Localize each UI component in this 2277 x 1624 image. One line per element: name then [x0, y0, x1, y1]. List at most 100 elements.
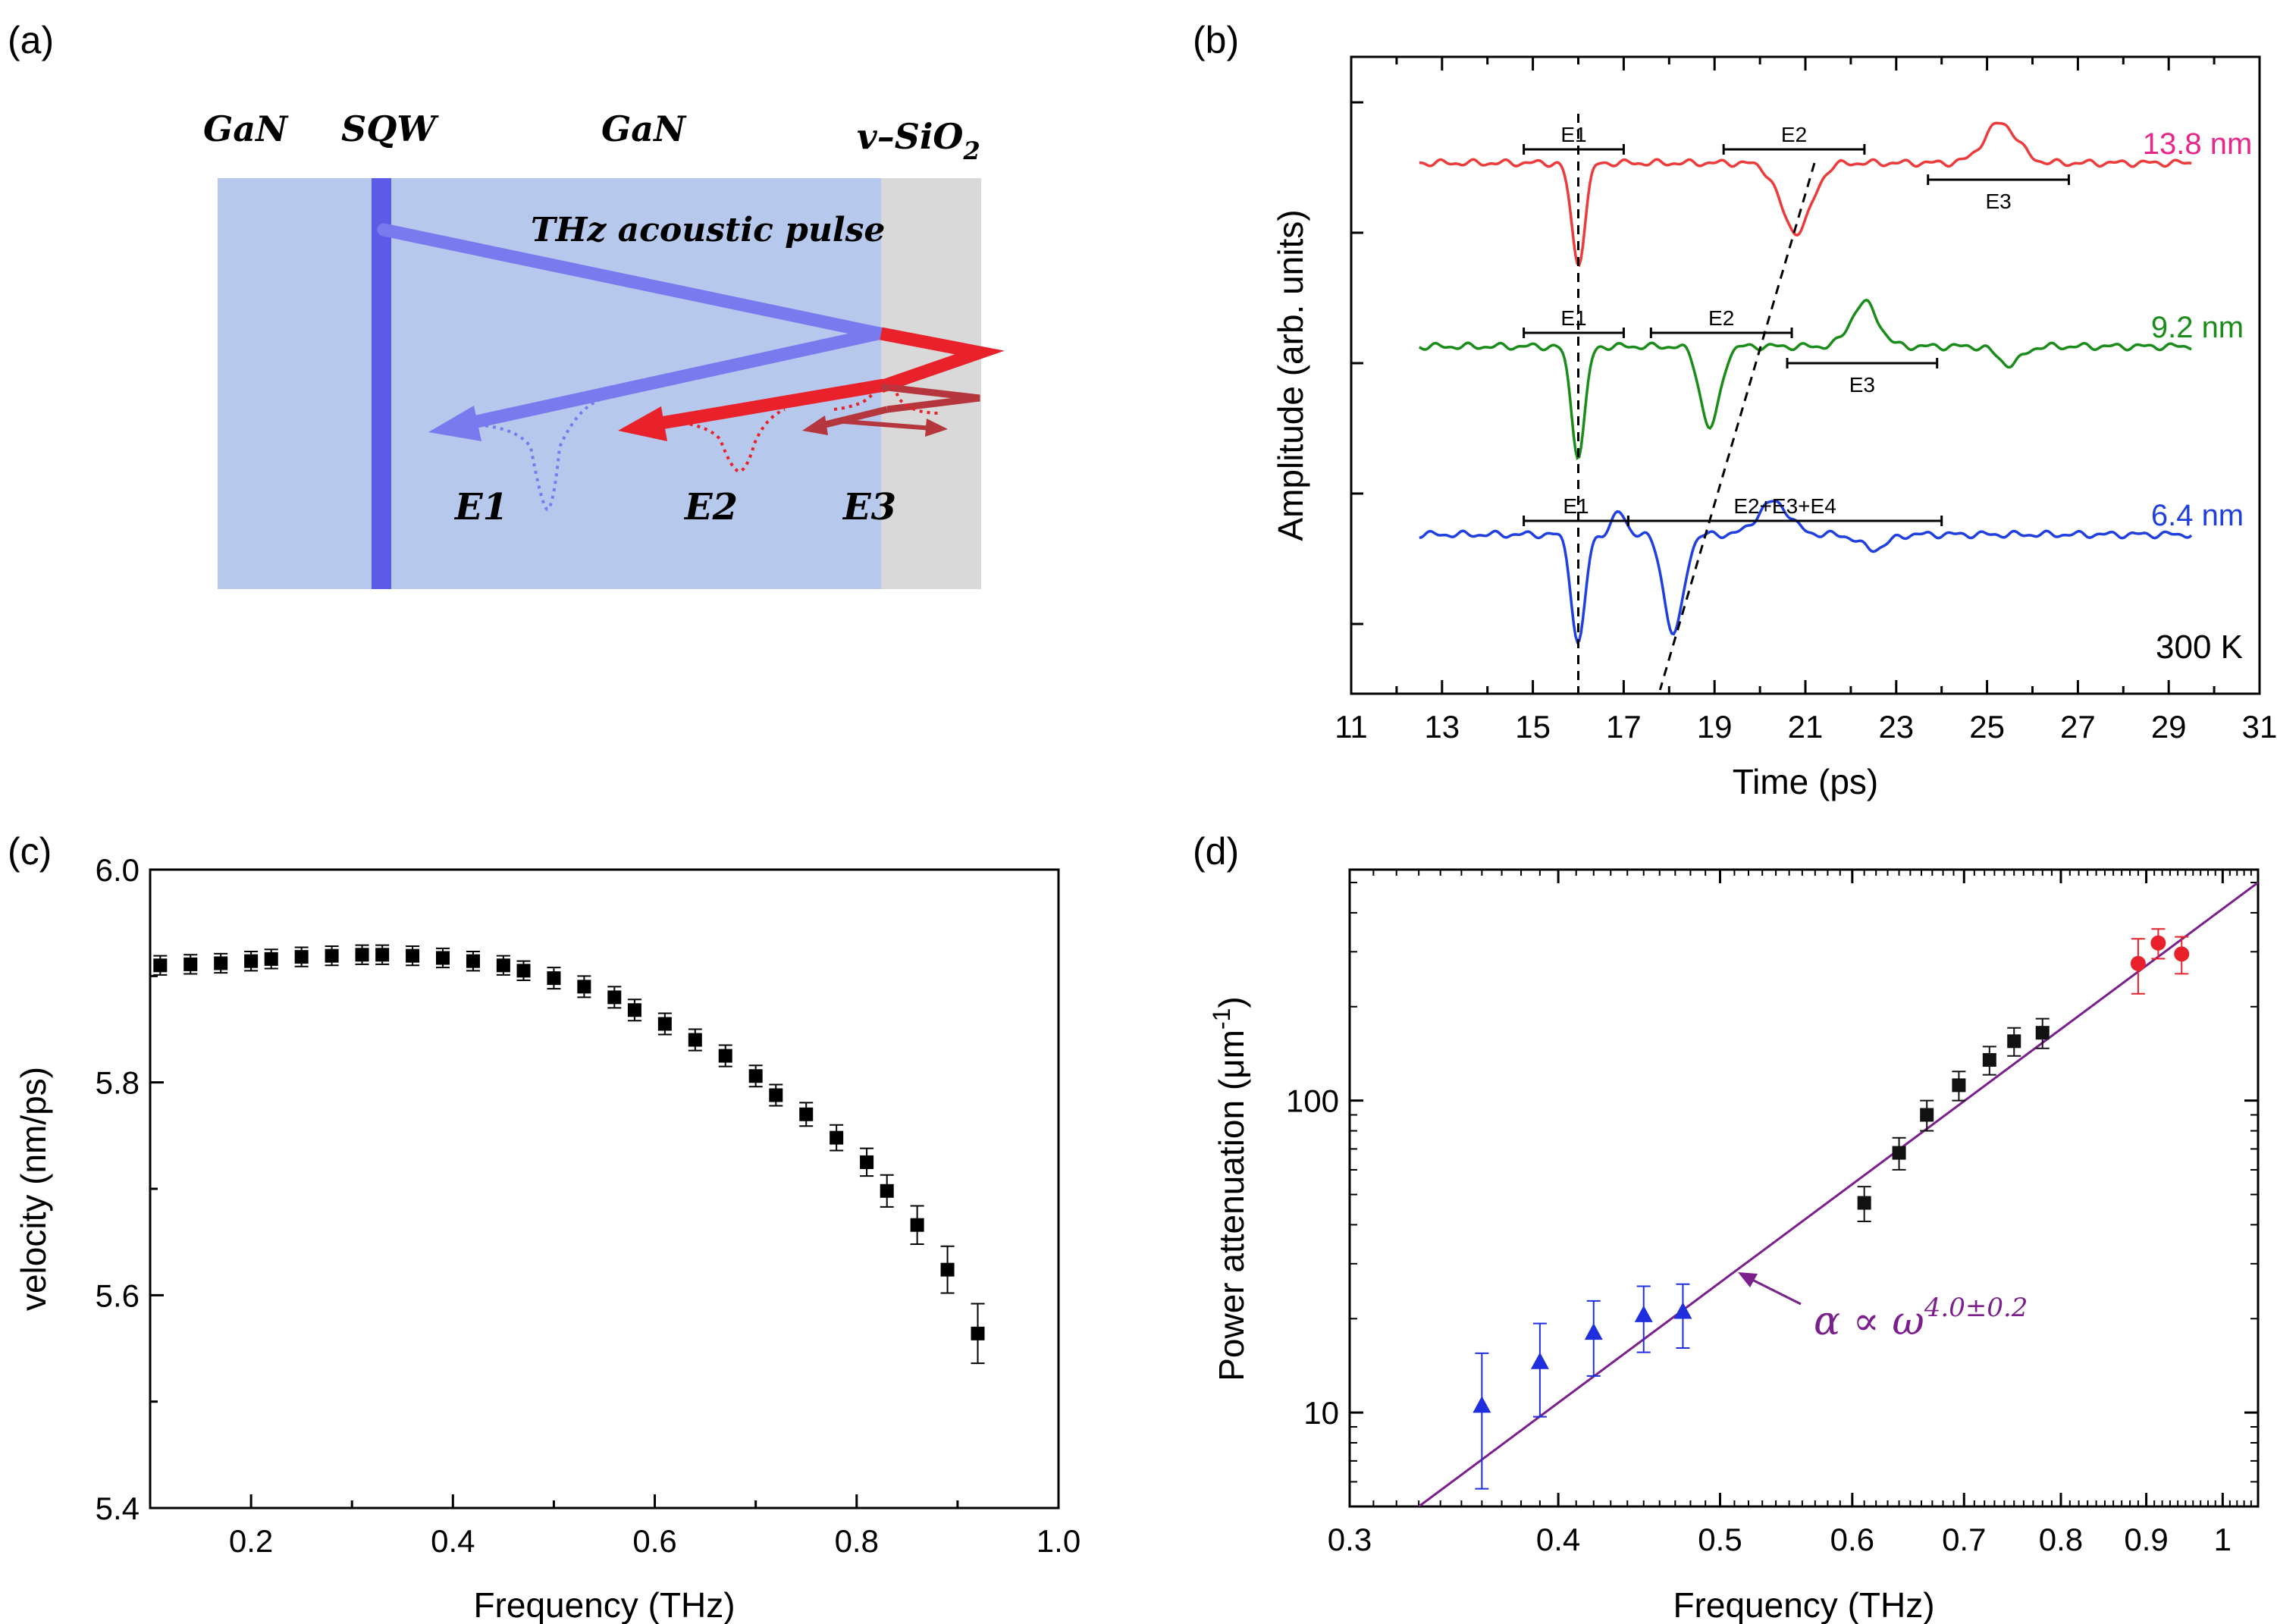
- chart-d-xtick-label: 0.6: [1830, 1522, 1874, 1557]
- pulse-path-incoming: [377, 223, 886, 340]
- chart-b-dashed-guide-e2: [1658, 162, 1816, 691]
- chart-c-point: [880, 1184, 894, 1198]
- chart-c-frame: [149, 868, 1060, 1510]
- chart-c-point: [214, 956, 228, 970]
- chart-c-point: [244, 954, 259, 968]
- chart-c-point: [607, 990, 622, 1005]
- chart-d-point-square: [1952, 1078, 1966, 1093]
- chart-c-point: [577, 980, 591, 994]
- chart-c-xtick-label: 0.8: [835, 1523, 879, 1559]
- chart-c-point: [294, 950, 309, 964]
- chart-b-bracket-label: E2+E3+E4: [1733, 494, 1836, 518]
- chart-c-ytick-label: 6.0: [96, 852, 140, 888]
- chart-d-point-square: [1857, 1196, 1871, 1210]
- chart-d-xtick-label: 1: [2214, 1522, 2232, 1557]
- panel-label-b: (b): [1193, 19, 1239, 61]
- chart-d-point-circle: [2150, 935, 2166, 951]
- chart-c-point: [547, 971, 561, 986]
- chart-d-xtick-label: 0.8: [2039, 1522, 2083, 1557]
- chart-d-ytick-label: 10: [1303, 1395, 1339, 1431]
- chart-d-ylabel: Power attenuation (μm-1): [1208, 996, 1251, 1381]
- chart-d-point-circle: [2130, 955, 2146, 971]
- chart-c-point: [799, 1107, 814, 1121]
- chart-b-frame: [1350, 55, 2261, 695]
- chart-c-point: [860, 1155, 874, 1169]
- chart-b-series-line: [1419, 121, 2192, 268]
- echo-label-e2: E2: [683, 486, 738, 528]
- panel-label-a: (a): [8, 19, 54, 61]
- chart-b-series-line: [1418, 298, 2192, 460]
- chart-d-xtick-label: 0.5: [1698, 1522, 1742, 1557]
- chart-b-xtick-label: 19: [1697, 709, 1733, 745]
- chart-d-fit-exponent: 4.0±0.2: [1924, 1293, 2028, 1323]
- chart-d-fit-label: α ∝ ω4.0±0.2: [1814, 1293, 2028, 1344]
- chart-b-annotations: 13.8 nm E1 E2 E3 9.2 nm E1 E2 E3 6.4 nm E1 E2+E3+E…: [1523, 114, 2252, 691]
- echo-e1-arrow: [465, 327, 880, 431]
- chart-d-fit: [1418, 881, 2258, 1506]
- chart-d-ytick-label: 100: [1286, 1083, 1339, 1119]
- chart-c-xtick-label: 1.0: [1037, 1523, 1080, 1559]
- panel-label-d: (d): [1193, 830, 1239, 873]
- chart-b-bracket-label: E1: [1563, 494, 1589, 518]
- chart-d-point-square: [2007, 1034, 2021, 1049]
- chart-d-point-triangle: [1473, 1396, 1491, 1413]
- chart-c-point: [769, 1088, 783, 1102]
- echo-e3-double-arrowhead: [925, 419, 948, 437]
- chart-d-xtick-label: 0.3: [1328, 1522, 1372, 1557]
- chart-c-point: [375, 948, 390, 962]
- schematic-panel: GaN SQW GaN v–SiO2 THz acoustic pulse E1…: [203, 108, 1005, 589]
- chart-b-xtick-label: 31: [2242, 709, 2277, 745]
- chart-c-point: [718, 1049, 732, 1063]
- pulse-label: THz acoustic pulse: [531, 211, 885, 249]
- echo-e1-pulse-shape: [462, 399, 600, 512]
- sqw-layer: [372, 178, 391, 589]
- chart-b-temperature: 300 K: [2156, 629, 2243, 666]
- chart-c-point: [627, 1003, 641, 1017]
- echo-e3-pulse-shape: [833, 381, 941, 415]
- chart-d-frame: [1348, 868, 2260, 1508]
- chart-b-ylabel: Amplitude (arb. units): [1271, 209, 1310, 541]
- chart-d-xtick-label: 0.4: [1536, 1522, 1580, 1557]
- echo-e3-arrowhead: [802, 415, 828, 435]
- chart-d: 0.3 0.4 0.5 0.6 0.7 0.8 0.9 1 10 100 Frequency (T…: [1208, 868, 2260, 1624]
- gan-layer: [218, 178, 881, 589]
- chart-b-bracket-label: E2: [1708, 306, 1734, 330]
- layer-label-sio2: v–SiO2: [857, 116, 980, 165]
- chart-c-xtick-label: 0.6: [632, 1523, 676, 1559]
- chart-b-xtick-label: 15: [1515, 709, 1551, 745]
- pulse-path-e3: [880, 383, 980, 413]
- chart-b-bracket-label: E1: [1560, 123, 1586, 146]
- chart-b: 11 13 15 17 19 21 23 25 27 29 31 13.8 nm E1 E2 E3 9.2 …: [1271, 55, 2277, 801]
- chart-c-ytick-label: 5.6: [96, 1278, 140, 1313]
- chart-d-point-square: [1920, 1108, 1934, 1122]
- chart-c-points: [153, 944, 985, 1365]
- chart-b-xtick-label: 13: [1424, 709, 1460, 745]
- chart-c-point: [748, 1069, 763, 1083]
- chart-c-ylabel: velocity (nm/ps): [14, 1067, 53, 1311]
- chart-d-point-triangle: [1673, 1302, 1692, 1319]
- chart-d-axis-ticks: 0.3 0.4 0.5 0.6 0.7 0.8 0.9 1 10 100: [1286, 870, 2258, 1557]
- chart-c-point: [940, 1262, 955, 1277]
- chart-b-xtick-label: 11: [1335, 709, 1368, 745]
- chart-c-point: [264, 952, 278, 966]
- chart-c-ytick-label: 5.8: [96, 1065, 140, 1101]
- chart-d-xtick-label: 0.9: [2124, 1522, 2168, 1557]
- chart-c-point: [436, 951, 450, 965]
- panel-label-c: (c): [8, 830, 52, 873]
- chart-b-axis-ticks: 11 13 15 17 19 21 23 25 27 29 31: [1335, 57, 2277, 745]
- chart-b-bracket-label: E2: [1781, 123, 1807, 146]
- echo-e1-arrowhead: [428, 406, 481, 441]
- chart-c-point: [325, 948, 339, 963]
- chart-d-ylabel-close: ): [1212, 996, 1251, 1008]
- chart-c-point: [910, 1218, 924, 1232]
- chart-c-point: [183, 957, 198, 971]
- chart-b-series-line: [1419, 500, 2193, 644]
- chart-d-ylabel-sup: -1: [1208, 1008, 1235, 1030]
- chart-d-point-triangle: [1634, 1305, 1653, 1322]
- chart-d-xtick-label: 0.7: [1942, 1522, 1986, 1557]
- chart-b-xtick-label: 25: [1969, 709, 2005, 745]
- chart-c-point: [830, 1130, 844, 1145]
- chart-c-point: [406, 948, 420, 963]
- chart-b-xtick-label: 17: [1606, 709, 1642, 745]
